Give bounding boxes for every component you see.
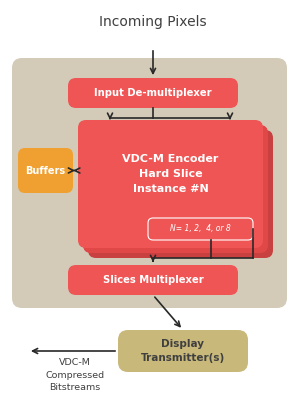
FancyBboxPatch shape: [88, 130, 273, 258]
Text: VDC-M Encoder
Hard Slice
Instance #N: VDC-M Encoder Hard Slice Instance #N: [122, 154, 219, 194]
Text: Display
Transmitter(s): Display Transmitter(s): [141, 339, 225, 362]
FancyBboxPatch shape: [118, 330, 248, 372]
FancyBboxPatch shape: [18, 148, 73, 193]
FancyBboxPatch shape: [78, 120, 263, 248]
FancyBboxPatch shape: [12, 58, 287, 308]
FancyBboxPatch shape: [68, 78, 238, 108]
FancyBboxPatch shape: [83, 125, 268, 253]
Text: Incoming Pixels: Incoming Pixels: [99, 15, 207, 29]
FancyBboxPatch shape: [68, 265, 238, 295]
Text: Buffers: Buffers: [25, 166, 65, 176]
Text: VDC-M
Compressed
Bitstreams: VDC-M Compressed Bitstreams: [45, 358, 105, 392]
Text: Input De-multiplexer: Input De-multiplexer: [94, 88, 212, 98]
FancyBboxPatch shape: [148, 218, 253, 240]
Text: Slices Multiplexer: Slices Multiplexer: [103, 275, 203, 285]
Text: N= 1, 2,  4, or 8: N= 1, 2, 4, or 8: [170, 224, 231, 234]
